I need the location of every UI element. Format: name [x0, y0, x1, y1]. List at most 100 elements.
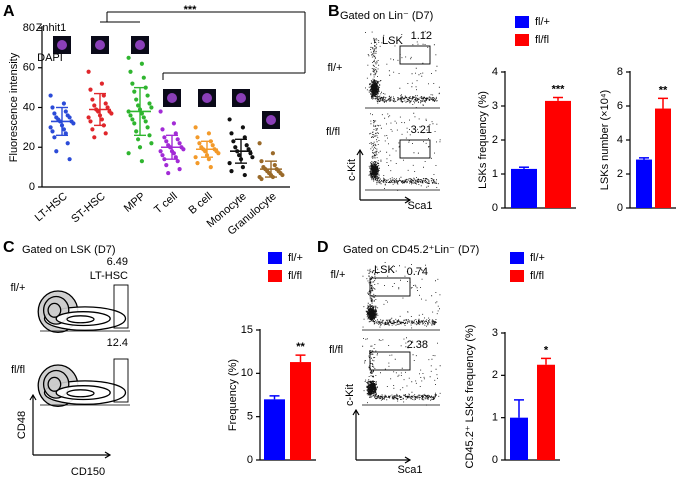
bar: [537, 364, 555, 460]
gate-name: LSK: [382, 35, 403, 47]
error-bar: [295, 354, 306, 363]
data-point: [126, 55, 131, 60]
y-axis-label: CD45.2⁺ LSKs frequency (%): [464, 325, 476, 469]
y-tick-label: 2: [492, 134, 498, 146]
data-point: [248, 151, 253, 156]
y-tick-label: 3: [492, 100, 498, 112]
gate-name: LSK: [374, 264, 395, 276]
cell-nucleus: [57, 40, 67, 50]
data-point: [88, 119, 93, 124]
data-point: [86, 69, 91, 74]
data-point: [177, 141, 182, 146]
x-tick-label: MPP: [122, 190, 148, 215]
error-bar: [553, 96, 563, 101]
data-point: [134, 129, 139, 134]
sd-bar: [265, 160, 277, 178]
sample-label: fl/+: [328, 62, 343, 74]
data-point: [90, 127, 95, 132]
x-tick-label: ST-HSC: [69, 190, 108, 225]
data-point: [280, 172, 285, 178]
significance: **: [659, 84, 668, 96]
data-point: [128, 69, 133, 74]
data-point: [145, 125, 150, 130]
data-point: [132, 89, 137, 94]
stain-label: Znhit1: [36, 22, 67, 34]
data-point: [216, 151, 221, 156]
gate-percent: 0.74: [407, 266, 428, 278]
sample-label: fl/+: [11, 282, 26, 294]
data-point: [175, 159, 180, 164]
data-point: [103, 131, 108, 136]
y-tick-label: 0: [492, 202, 498, 214]
x-axis-label: CD150: [71, 466, 105, 478]
y-tick-label: 40: [23, 101, 35, 113]
y-tick-label: 0: [492, 454, 498, 466]
data-point: [270, 151, 275, 156]
data-point: [175, 137, 180, 142]
data-point: [50, 105, 55, 110]
data-point: [181, 147, 186, 152]
gate-title: Gated on CD45.2⁺Lin⁻ (D7): [343, 244, 479, 256]
cell-nucleus: [167, 93, 177, 103]
data-point: [126, 151, 131, 156]
data-point: [130, 117, 135, 122]
sd-bar: [94, 92, 106, 127]
y-tick-label: 3: [492, 327, 498, 339]
legend-label: fl/+: [535, 16, 550, 28]
contour: [66, 389, 95, 398]
y-tick-label: 2: [617, 168, 623, 180]
legend-swatch: [510, 252, 524, 264]
y-tick-label: 0: [247, 454, 253, 466]
data-point: [272, 163, 277, 168]
data-point: [88, 87, 93, 92]
data-point: [259, 159, 264, 164]
gate-title: Gated on Lin⁻ (D7): [340, 10, 433, 22]
y-tick-label: 6: [617, 100, 623, 112]
gate-title: Gated on LSK (D7): [22, 244, 116, 256]
y-tick-label: 2: [492, 369, 498, 381]
data-point: [246, 147, 251, 152]
legend-swatch: [268, 252, 282, 264]
data-point: [227, 117, 232, 122]
sample-label: fl/fl: [329, 344, 343, 356]
data-point: [240, 125, 245, 130]
gate-percent: 6.49: [107, 256, 128, 268]
data-point: [109, 111, 114, 116]
panel-letter: B: [328, 3, 340, 20]
bar: [636, 159, 652, 208]
data-point: [65, 141, 70, 146]
data-point: [139, 61, 144, 66]
arrow-head: [352, 408, 412, 464]
data-point: [229, 169, 234, 174]
y-tick-label: 8: [617, 66, 623, 78]
data-point: [136, 137, 141, 142]
sd-bar: [166, 134, 178, 160]
data-point: [237, 153, 242, 158]
data-point: [257, 141, 262, 146]
data-point: [92, 135, 97, 140]
data-point: [128, 113, 133, 118]
sd-bar: [201, 140, 213, 158]
y-axis-label: c-Kit: [346, 159, 358, 181]
contour: [47, 302, 62, 318]
cell-nucleus: [135, 40, 145, 50]
data-point: [160, 127, 165, 132]
data-point: [242, 172, 247, 178]
data-point: [177, 167, 182, 172]
sample-label: fl/+: [331, 269, 346, 281]
data-point: [63, 131, 68, 136]
significance: ***: [552, 83, 566, 95]
data-point: [240, 165, 245, 170]
data-point: [259, 176, 264, 182]
data-point: [206, 157, 211, 162]
data-point: [105, 105, 110, 110]
data-point: [229, 131, 234, 136]
data-point: [92, 103, 97, 108]
data-point: [164, 139, 169, 144]
data-point: [166, 170, 171, 176]
data-point: [160, 153, 165, 158]
data-point: [193, 155, 198, 160]
significance: ***: [184, 4, 198, 16]
y-tick-label: 0: [617, 202, 623, 214]
y-axis-label: LSKs number (×10⁴): [599, 90, 611, 190]
